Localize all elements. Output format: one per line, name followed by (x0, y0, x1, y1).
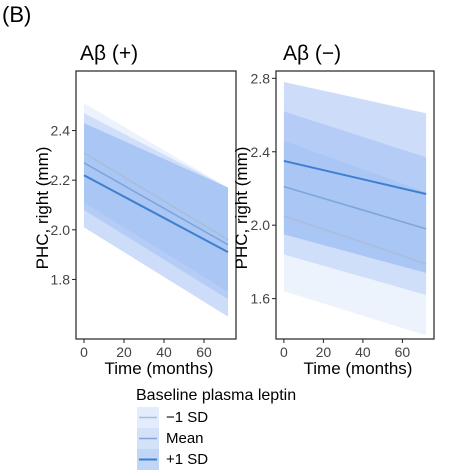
series-line-plus1sd (283, 159, 427, 195)
ci-ribbon-plus1sd (84, 123, 228, 317)
panel-abeta-positive: Aβ (+) PHC, right (mm) 1.8 2.0 2.2 2.4 0 20 40… (33, 42, 237, 378)
y-axis-label: PHC, right (mm) (232, 147, 251, 270)
panel-abeta-negative: Aβ (−) PHC, right (mm) 1.6 2.0 2.4 2.8 0 20 40… (232, 42, 435, 378)
y-tick-label: 2.4 (51, 123, 71, 139)
legend-key (137, 449, 159, 470)
series-line-plus1sd (83, 174, 229, 254)
y-tick-label: 2.0 (251, 217, 271, 233)
x-tick-label: 0 (280, 344, 288, 360)
y-tick-label: 1.6 (251, 291, 271, 307)
x-axis-label: Time (months) (304, 359, 413, 378)
x-tick-label: 60 (395, 344, 411, 360)
plot-area: 1.6 2.0 2.4 2.8 0 20 40 60 (251, 70, 435, 360)
panel-title: Aβ (−) (283, 42, 341, 65)
legend-label: +1 SD (166, 451, 208, 468)
legend-label: −1 SD (166, 409, 208, 426)
legend: Baseline plasma leptin −1 SD Mean +1 SD (136, 387, 296, 470)
legend-label: Mean (166, 430, 204, 447)
plot-area: 1.8 2.0 2.2 2.4 0 20 40 60 (51, 70, 237, 360)
y-tick-label: 2.2 (51, 172, 71, 188)
legend-title: Baseline plasma leptin (136, 387, 296, 404)
series-line-minus1sd (283, 215, 427, 265)
panel-label: (B) (2, 2, 31, 27)
series-line-mean (83, 162, 229, 246)
x-tick-label: 40 (355, 344, 371, 360)
x-tick-label: 60 (196, 344, 212, 360)
panel-title: Aβ (+) (80, 42, 138, 65)
series-line-mean (283, 185, 427, 230)
x-axis-label: Time (months) (105, 359, 214, 378)
plot-frame (75, 70, 237, 340)
x-tick-label: 40 (156, 344, 172, 360)
legend-key (137, 428, 159, 449)
y-tick-label: 2.0 (51, 222, 71, 238)
legend-key (137, 407, 159, 428)
y-tick-label: 2.8 (251, 70, 271, 86)
ci-ribbon-minus1sd (283, 140, 427, 336)
ci-ribbon-minus1sd (84, 103, 228, 292)
ci-ribbon-mean (283, 111, 427, 295)
x-tick-label: 20 (116, 344, 132, 360)
plot-frame (275, 70, 435, 340)
y-tick-label: 2.4 (251, 144, 271, 160)
y-axis-label: PHC, right (mm) (33, 147, 52, 270)
x-tick-label: 20 (316, 344, 332, 360)
ci-ribbon-mean (84, 113, 228, 300)
x-tick-label: 0 (80, 344, 88, 360)
series-line-minus1sd (83, 152, 229, 241)
y-tick-label: 1.8 (51, 271, 71, 287)
